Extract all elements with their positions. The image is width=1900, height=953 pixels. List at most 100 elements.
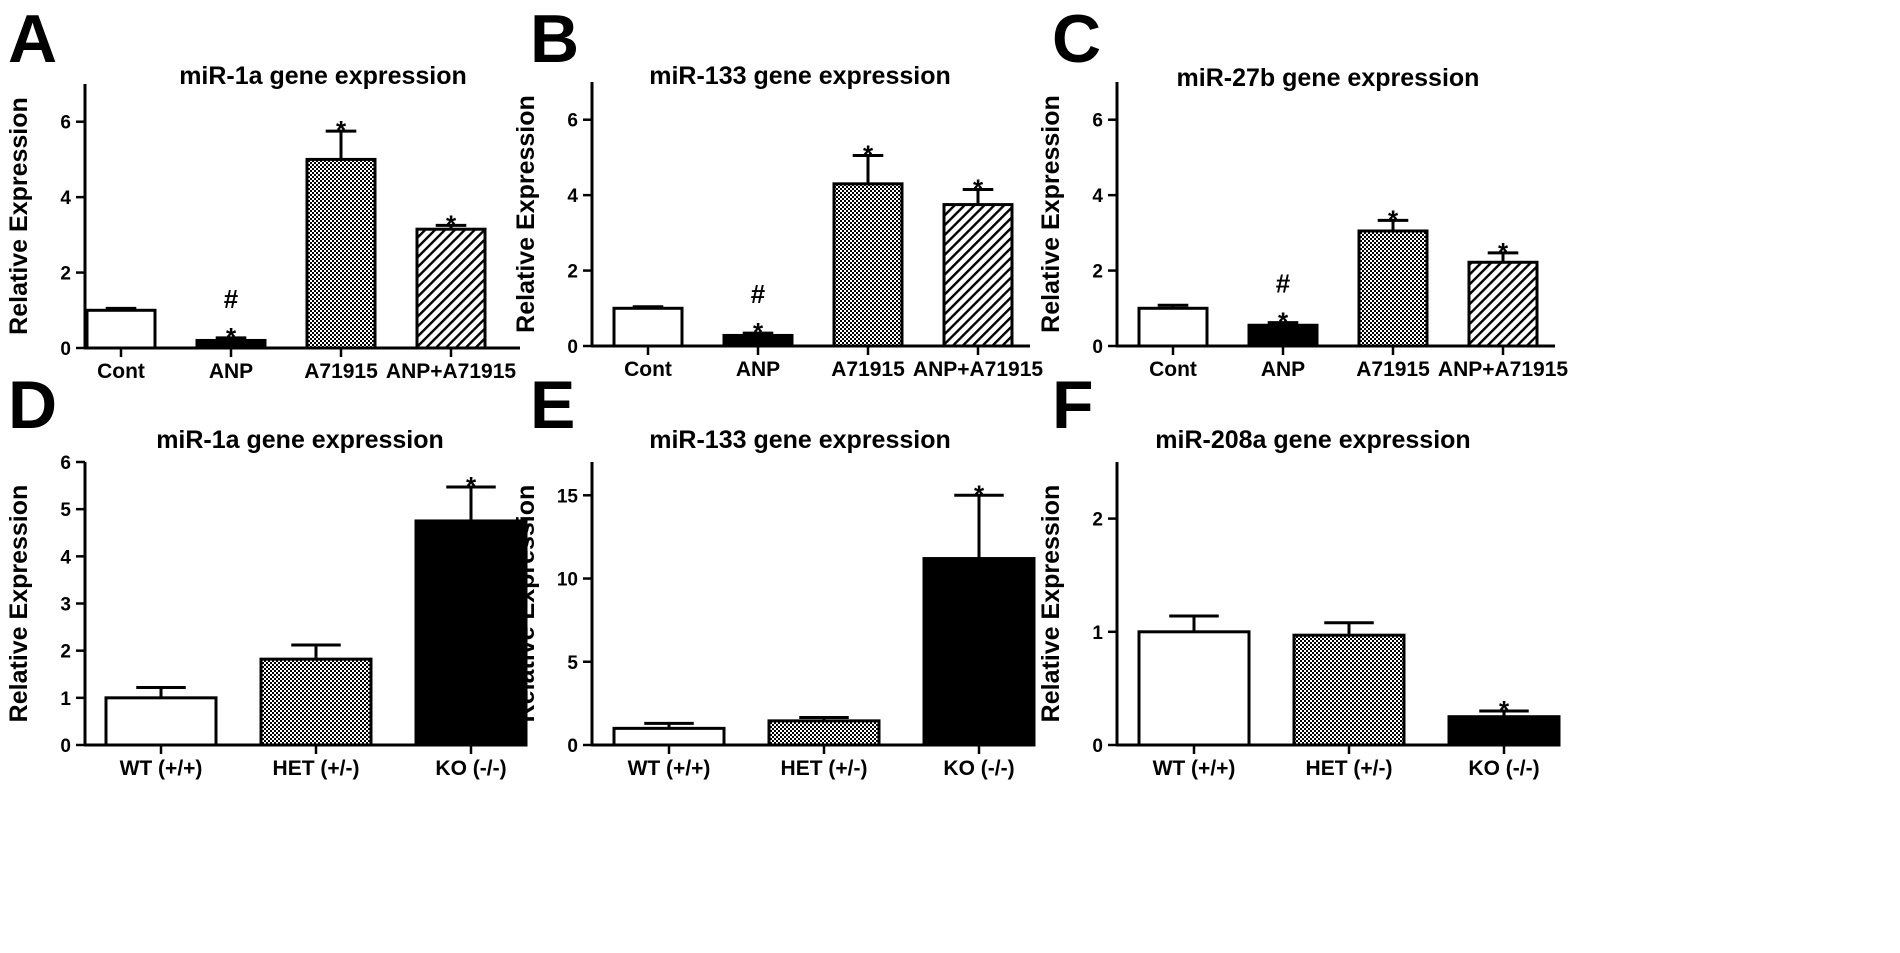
significance-star: * <box>1388 204 1399 234</box>
bar-ko <box>922 557 1036 747</box>
panel-letter: F <box>1052 367 1094 443</box>
y-tick-label: 6 <box>60 113 71 134</box>
y-tick-label: 5 <box>60 500 71 521</box>
x-tick-label: Cont <box>97 360 145 383</box>
bar-anp <box>195 338 267 350</box>
significance-star: * <box>446 209 457 239</box>
panel-letter: A <box>8 1 57 77</box>
x-tick-label: ANP+A71915 <box>386 360 516 383</box>
significance-star: * <box>973 173 984 203</box>
bar-cont <box>1137 306 1209 348</box>
y-tick-label: 6 <box>567 111 578 132</box>
y-tick-label: 0 <box>1092 337 1103 358</box>
x-tick-label: Cont <box>1149 358 1197 381</box>
chart-title: miR-208a gene expression <box>1155 426 1470 454</box>
y-tick-label: 0 <box>60 339 71 360</box>
y-tick-label: 5 <box>567 653 578 674</box>
y-tick-label: 4 <box>60 547 71 568</box>
y-tick-label: 3 <box>60 595 71 616</box>
x-tick-label: HET (+/-) <box>1306 757 1393 780</box>
y-tick-label: 4 <box>60 188 71 209</box>
bar-wt <box>104 696 218 747</box>
y-tick-label: 0 <box>567 337 578 358</box>
chart-title: miR-1a gene expression <box>179 62 467 90</box>
x-tick-label: HET (+/-) <box>781 757 868 780</box>
bar-het <box>259 657 373 747</box>
significance-hash: # <box>224 284 239 314</box>
y-tick-label: 0 <box>1092 736 1103 757</box>
significance-star: * <box>1278 307 1289 337</box>
significance-star: * <box>226 322 237 352</box>
y-tick-label: 2 <box>1092 262 1103 283</box>
x-tick-label: WT (+/+) <box>120 757 203 780</box>
y-tick-label: 2 <box>567 262 578 283</box>
bar-anp <box>1247 323 1319 348</box>
significance-star: * <box>974 479 985 509</box>
chart-title: miR-27b gene expression <box>1177 64 1480 92</box>
y-tick-label: 2 <box>60 264 71 285</box>
bar-het <box>767 719 881 747</box>
x-tick-label: ANP+A71915 <box>913 358 1043 381</box>
y-tick-label: 0 <box>60 736 71 757</box>
y-axis-label: Relative Expression <box>1037 95 1065 333</box>
significance-hash: # <box>1276 269 1291 299</box>
bar-wt <box>612 726 726 747</box>
y-tick-label: 6 <box>1092 111 1103 132</box>
bar-anp-a71915 <box>1467 260 1539 348</box>
y-axis-label: Relative Expression <box>5 485 33 723</box>
y-axis-label: Relative Expression <box>1037 485 1065 723</box>
bar-cont <box>85 308 157 350</box>
significance-star: * <box>1499 695 1510 725</box>
significance-hash: # <box>751 279 766 309</box>
bar-ko <box>414 519 528 747</box>
y-axis-label: Relative Expression <box>512 95 540 333</box>
x-tick-label: WT (+/+) <box>628 757 711 780</box>
panel-letter: B <box>530 1 579 77</box>
y-tick-label: 10 <box>557 570 578 591</box>
x-tick-label: KO (-/-) <box>943 757 1014 780</box>
significance-star: * <box>466 471 477 501</box>
x-tick-label: Cont <box>624 358 672 381</box>
x-tick-label: A71915 <box>1356 358 1430 381</box>
panel-letter: C <box>1052 1 1101 77</box>
y-tick-label: 1 <box>60 689 71 710</box>
x-tick-label: HET (+/-) <box>273 757 360 780</box>
y-axis-label: Relative Expression <box>5 97 33 335</box>
x-tick-label: ANP <box>209 360 253 383</box>
significance-star: * <box>336 115 347 145</box>
chart-title: miR-1a gene expression <box>156 426 444 454</box>
significance-star: * <box>1498 237 1509 267</box>
bar-anp <box>722 333 794 348</box>
bar-ko <box>1447 715 1561 747</box>
y-tick-label: 2 <box>1092 510 1103 531</box>
bar-het <box>1292 633 1406 747</box>
significance-star: * <box>863 140 874 170</box>
y-axis-label: Relative Expression <box>512 485 540 723</box>
bar-a71915 <box>305 157 377 350</box>
bar-wt <box>1137 630 1251 747</box>
bar-a71915 <box>832 182 904 348</box>
bar-a71915 <box>1357 229 1429 348</box>
y-tick-label: 4 <box>1092 186 1103 207</box>
panel-letter: D <box>8 367 57 443</box>
y-tick-label: 2 <box>60 642 71 663</box>
x-tick-label: A71915 <box>831 358 905 381</box>
x-tick-label: KO (-/-) <box>435 757 506 780</box>
x-tick-label: WT (+/+) <box>1153 757 1236 780</box>
y-tick-label: 6 <box>60 453 71 474</box>
x-tick-label: ANP+A71915 <box>1438 358 1568 381</box>
x-tick-label: A71915 <box>304 360 378 383</box>
chart-title: miR-133 gene expression <box>649 62 951 90</box>
panel-letter: E <box>530 367 575 443</box>
chart-title: miR-133 gene expression <box>649 426 951 454</box>
y-tick-label: 1 <box>1092 623 1103 644</box>
significance-star: * <box>753 317 764 347</box>
x-tick-label: ANP <box>1261 358 1305 381</box>
